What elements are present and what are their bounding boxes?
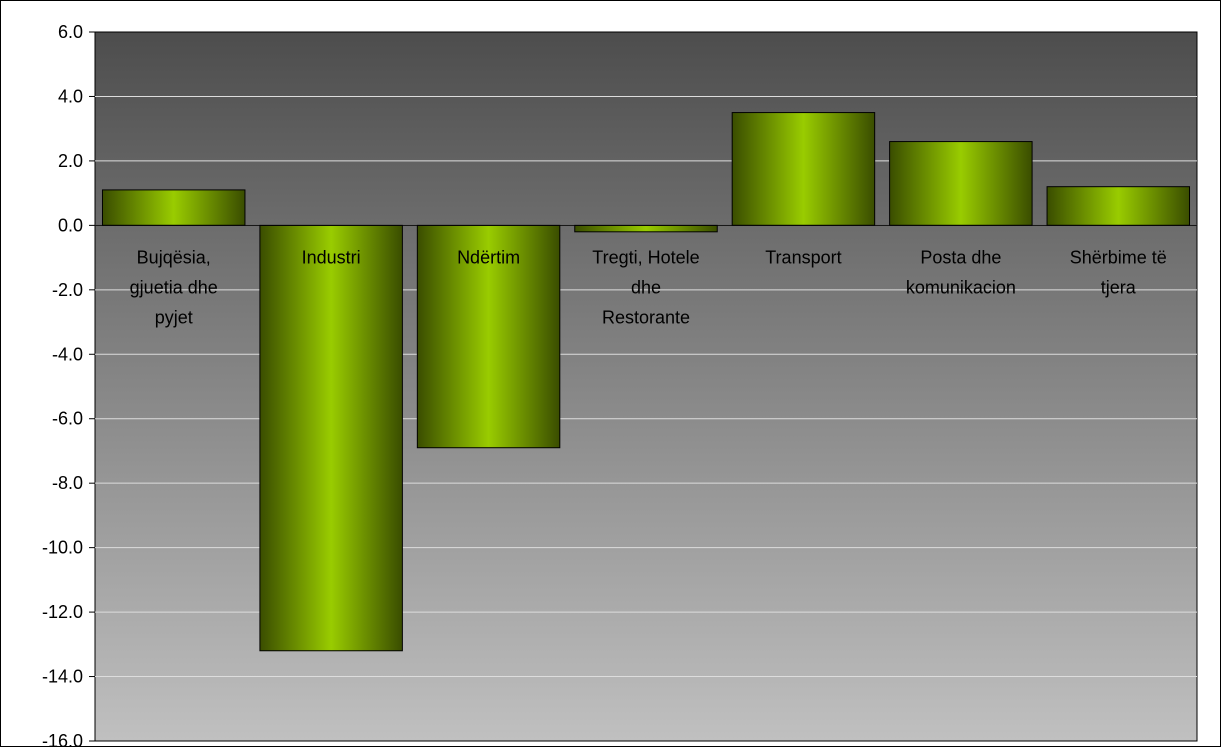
category-label: Bujqësia, gjuetia dhe pyjet (130, 247, 218, 327)
y-tick-label: -14.0 (42, 667, 83, 687)
y-tick-label: 2.0 (58, 151, 83, 171)
category-labels: Bujqësia, gjuetia dhe pyjet Industri Ndërtim… (130, 247, 1167, 327)
y-tick-label: -12.0 (42, 602, 83, 622)
bar (1046, 186, 1191, 226)
y-tick-label: 6.0 (58, 22, 83, 42)
y-tick-label: 0.0 (58, 215, 83, 235)
y-tick-label: -4.0 (52, 344, 83, 364)
category-label: Transport (765, 247, 841, 267)
y-tick-label: 4.0 (58, 86, 83, 106)
bar (574, 224, 718, 233)
category-label: Posta dhe komunikacion (906, 247, 1016, 297)
bar (889, 141, 1033, 226)
bar (416, 224, 561, 449)
bar (101, 189, 246, 226)
bar (259, 224, 403, 652)
y-axis-ticks: 6.0 4.0 2.0 0.0 -2.0 -4.0 -6.0 -8.0 -10.0 -12.0 -1… (42, 22, 95, 747)
y-tick-label: -10.0 (42, 538, 83, 558)
y-tick-label: -16.0 (42, 731, 83, 747)
bar (731, 112, 876, 226)
category-label: Ndërtim (457, 247, 520, 267)
y-tick-label: -6.0 (52, 409, 83, 429)
category-label: Industri (302, 247, 361, 267)
category-label: Tregti, Hotele dhe Restorante (592, 247, 699, 327)
category-label: Shërbime të tjera (1070, 247, 1167, 297)
y-tick-label: -8.0 (52, 473, 83, 493)
y-tick-label: -2.0 (52, 280, 83, 300)
